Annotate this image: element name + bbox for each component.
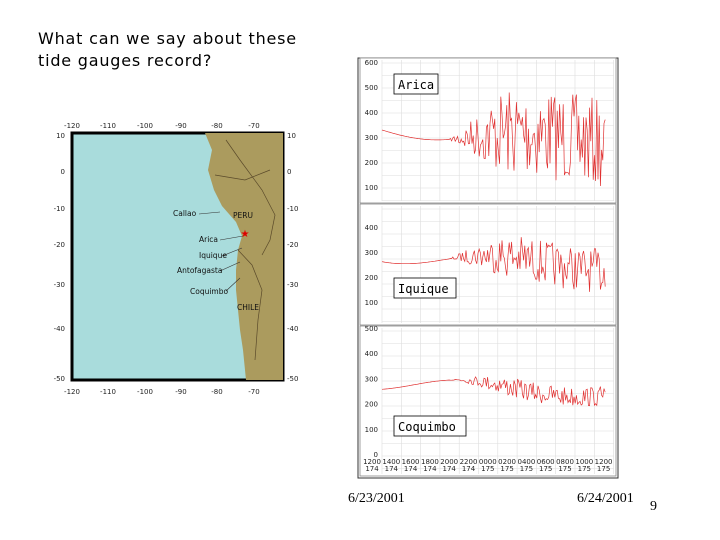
gauge-label-box — [393, 277, 457, 299]
map-tick: -70 — [248, 388, 259, 396]
x-tick-time: 0000 — [479, 458, 497, 466]
y-tick-label: 400 — [365, 224, 378, 232]
map-tick: -80 — [211, 122, 222, 130]
gauge-label: Arica — [398, 78, 434, 92]
place-label: Antofagasta — [177, 266, 222, 275]
y-tick-label: 500 — [365, 84, 378, 92]
x-tick-day: 175 — [578, 465, 591, 473]
x-tick-day: 174 — [385, 465, 399, 473]
start-date: 6/23/2001 — [348, 491, 405, 506]
end-date: 6/24/2001 — [577, 491, 634, 506]
title-line: tide gauges record? — [38, 51, 212, 70]
map-tick: -20 — [54, 241, 65, 249]
x-tick-time: 1200 — [363, 458, 381, 466]
y-tick-label: 400 — [365, 350, 378, 358]
map-tick: -20 — [287, 241, 298, 249]
x-tick-day: 174 — [462, 465, 476, 473]
x-tick-time: 2200 — [460, 458, 478, 466]
place-label: Arica — [199, 235, 218, 244]
panel-bg — [359, 203, 617, 326]
map-tick: 0 — [287, 168, 291, 176]
x-tick-time: 0400 — [517, 458, 535, 466]
gauge-label: Iquique — [398, 282, 449, 296]
gauge-label-box — [393, 73, 439, 95]
map-tick: 10 — [287, 132, 296, 140]
map-tick: -90 — [175, 122, 186, 130]
map-tick: -110 — [100, 388, 116, 396]
title-line: What can we say about these — [38, 29, 297, 48]
map-tick: -100 — [137, 122, 153, 130]
place-label: Iquique — [199, 251, 227, 260]
x-tick-time: 0800 — [556, 458, 574, 466]
place-label: PERU — [233, 211, 253, 220]
y-tick-label: 100 — [365, 426, 378, 434]
map-tick: -30 — [54, 281, 65, 289]
map-tick: -10 — [54, 205, 65, 213]
page-number: 9 — [650, 499, 657, 514]
x-tick-day: 174 — [365, 465, 379, 473]
map-tick: -120 — [64, 122, 80, 130]
x-tick-day: 175 — [500, 465, 513, 473]
y-tick-label: 200 — [365, 401, 378, 409]
x-tick-time: 0200 — [498, 458, 516, 466]
map-tick: -50 — [287, 375, 298, 383]
place-label: CHILE — [237, 303, 259, 312]
tide-panels: 600 500 400 300 200 100 Arica 400 300 200 100 Iquiq… — [357, 57, 619, 479]
x-tick-time: 1400 — [382, 458, 400, 466]
y-tick-label: 400 — [365, 109, 378, 117]
map-borders — [214, 139, 276, 361]
x-tick-day: 175 — [558, 465, 571, 473]
tide-trace — [381, 237, 606, 292]
map-tick: 0 — [61, 168, 65, 176]
x-tick-day: 174 — [443, 465, 457, 473]
panel-bg — [359, 325, 617, 477]
map-tick: -100 — [137, 388, 153, 396]
gauge-label: Coquimbo — [398, 420, 456, 434]
y-tick-label: 0 — [374, 451, 378, 459]
map-tick: -80 — [211, 388, 222, 396]
x-tick-day: 175 — [481, 465, 494, 473]
tide-trace — [381, 92, 606, 187]
map-tick: -10 — [287, 205, 298, 213]
map-tick: 10 — [56, 132, 65, 140]
tide-trace — [381, 376, 606, 407]
map-tick: -110 — [100, 122, 116, 130]
place-label: Callao — [173, 209, 197, 218]
x-tick-day: 175 — [520, 465, 533, 473]
x-tick-time: 1800 — [421, 458, 439, 466]
x-tick-time: 0600 — [537, 458, 555, 466]
y-tick-label: 300 — [365, 249, 378, 257]
map-tick: -50 — [54, 375, 65, 383]
x-tick-day: 174 — [423, 465, 437, 473]
map-tick: -30 — [287, 281, 298, 289]
y-tick-label: 200 — [365, 274, 378, 282]
y-tick-label: 600 — [365, 59, 378, 67]
x-tick-time: 2000 — [440, 458, 458, 466]
epicenter-star: ★ — [241, 229, 250, 240]
map-tick: -120 — [64, 388, 80, 396]
map: ★ — [70, 131, 285, 382]
y-tick-label: 300 — [365, 375, 378, 383]
y-tick-label: 100 — [365, 184, 378, 192]
map-tick: -40 — [287, 325, 298, 333]
x-tick-day: 174 — [404, 465, 418, 473]
place-label: Coquimbo — [190, 287, 228, 296]
x-tick-day: 175 — [539, 465, 552, 473]
gauge-label-box — [393, 415, 467, 437]
y-tick-label: 500 — [365, 325, 378, 333]
y-tick-label: 300 — [365, 134, 378, 142]
map-tick: -90 — [175, 388, 186, 396]
x-tick-time: 1000 — [575, 458, 593, 466]
map-tick: -40 — [54, 325, 65, 333]
x-tick-time: 1600 — [402, 458, 420, 466]
y-tick-label: 200 — [365, 159, 378, 167]
x-tick-day: 175 — [597, 465, 610, 473]
leader-lines — [198, 211, 244, 292]
x-tick-time: 1200 — [595, 458, 613, 466]
y-tick-label: 100 — [365, 299, 378, 307]
map-tick: -70 — [248, 122, 259, 130]
